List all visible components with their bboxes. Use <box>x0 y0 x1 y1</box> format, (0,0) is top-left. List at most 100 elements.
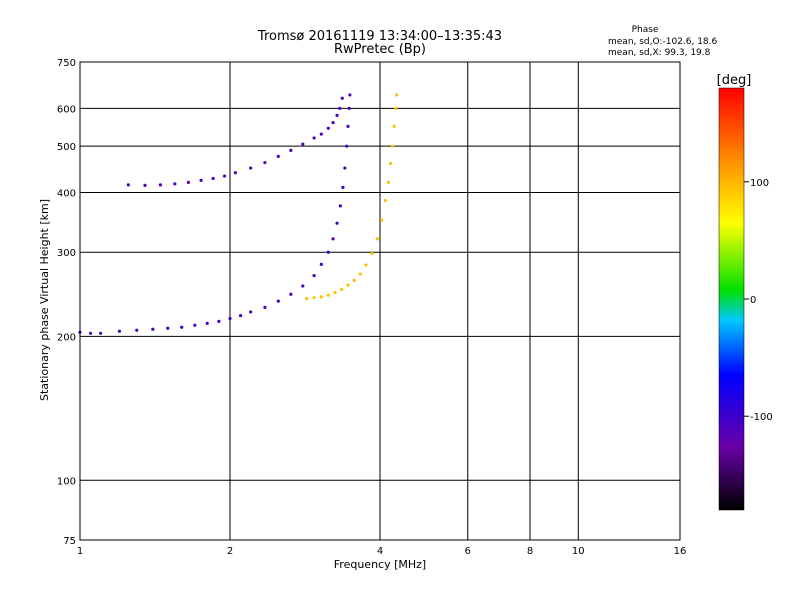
data-point <box>126 183 130 187</box>
data-point <box>222 174 227 178</box>
data-point <box>345 144 349 148</box>
x-tick-label: 8 <box>527 546 533 557</box>
data-point <box>319 295 323 299</box>
data-point <box>88 331 93 335</box>
data-point <box>180 325 184 329</box>
data-point <box>143 183 147 187</box>
colorbar-tick-label: 100 <box>750 178 769 189</box>
colorbar <box>718 87 745 511</box>
data-point <box>319 132 323 136</box>
data-points <box>78 93 399 335</box>
data-point <box>99 331 103 335</box>
x-tick-label: 10 <box>572 546 585 557</box>
data-point <box>238 314 243 318</box>
data-point <box>305 296 309 301</box>
data-point <box>348 93 352 97</box>
data-point <box>375 237 379 241</box>
chart-subtitle: RwPretec (Bp) <box>334 42 426 57</box>
x-tick-label: 4 <box>377 546 383 557</box>
y-tick-label: 750 <box>57 58 76 69</box>
stats-line-x: mean, sd,X: 99.3, 19.8 <box>608 48 711 58</box>
y-tick-label: 500 <box>57 142 76 153</box>
plot-area <box>80 62 680 540</box>
data-point <box>394 106 398 110</box>
data-point <box>117 329 122 333</box>
data-point <box>289 148 293 152</box>
data-point <box>319 262 323 266</box>
data-point <box>263 305 267 309</box>
y-axis-label: Stationary phase Virtual Height [km] <box>38 199 51 401</box>
data-point <box>205 321 209 325</box>
data-point <box>380 218 384 222</box>
data-point <box>326 126 330 130</box>
x-tick-label: 6 <box>465 546 471 557</box>
data-point <box>166 326 170 330</box>
data-point <box>352 278 356 282</box>
data-point <box>370 252 374 256</box>
data-point <box>338 106 342 110</box>
data-point <box>312 136 316 140</box>
y-axis-ticks: 75 100 200 300 400 500 600 750 <box>57 58 76 547</box>
data-point <box>233 171 237 175</box>
data-point <box>301 284 305 288</box>
data-point <box>276 154 280 158</box>
data-point <box>249 166 253 170</box>
x-axis-label: Frequency [MHz] <box>334 558 426 571</box>
data-point <box>186 180 190 184</box>
data-point <box>151 327 155 331</box>
data-point <box>301 142 305 146</box>
plot-frame <box>79 61 681 541</box>
data-point <box>338 204 342 208</box>
data-point <box>340 287 344 291</box>
data-point <box>249 310 253 314</box>
data-point <box>335 113 339 117</box>
data-point <box>331 121 335 125</box>
data-point <box>312 296 316 300</box>
colorbar-tick-label: 0 <box>750 295 756 306</box>
data-point <box>395 93 399 97</box>
data-point <box>312 274 316 278</box>
y-tick-label: 100 <box>57 476 76 487</box>
data-point <box>346 124 350 128</box>
data-point <box>228 316 232 321</box>
data-point <box>335 221 339 225</box>
x-tick-label: 2 <box>227 546 233 557</box>
data-point <box>211 176 215 181</box>
data-point <box>289 292 293 296</box>
chart-title: Tromsø 20161119 13:34:00–13:35:43 <box>257 29 502 44</box>
y-tick-label: 200 <box>57 332 76 343</box>
data-point <box>383 198 387 203</box>
data-point <box>276 299 280 303</box>
data-point <box>358 272 362 276</box>
y-tick-label: 400 <box>57 188 76 199</box>
data-point <box>364 263 368 267</box>
data-point <box>340 96 344 100</box>
data-point <box>158 183 163 187</box>
data-point <box>386 180 391 184</box>
colorbar-tick-label: -100 <box>750 412 773 423</box>
data-point <box>193 323 197 327</box>
data-point <box>135 328 139 332</box>
data-point <box>263 160 267 165</box>
stats-line-o: mean, sd,O:-102.6, 18.6 <box>608 37 718 47</box>
data-point <box>388 161 393 166</box>
data-point <box>346 283 350 287</box>
data-point <box>392 124 396 128</box>
data-point <box>217 319 221 323</box>
data-point <box>326 250 330 254</box>
stats-heading: Phase <box>632 25 659 35</box>
y-tick-label: 600 <box>57 104 76 115</box>
colorbar-ticks: 100 0 -100 <box>744 178 773 423</box>
data-point <box>347 106 351 110</box>
data-point <box>333 290 337 295</box>
colorbar-label: [deg] <box>717 73 752 88</box>
x-tick-label: 16 <box>674 546 687 557</box>
y-tick-label: 300 <box>57 248 76 259</box>
data-point <box>173 182 177 186</box>
data-point <box>343 166 347 170</box>
x-axis-ticks: 1 2 4 6 8 10 16 <box>77 546 687 557</box>
data-point <box>391 144 395 148</box>
x-tick-label: 1 <box>77 546 83 557</box>
y-tick-label: 75 <box>63 536 76 547</box>
